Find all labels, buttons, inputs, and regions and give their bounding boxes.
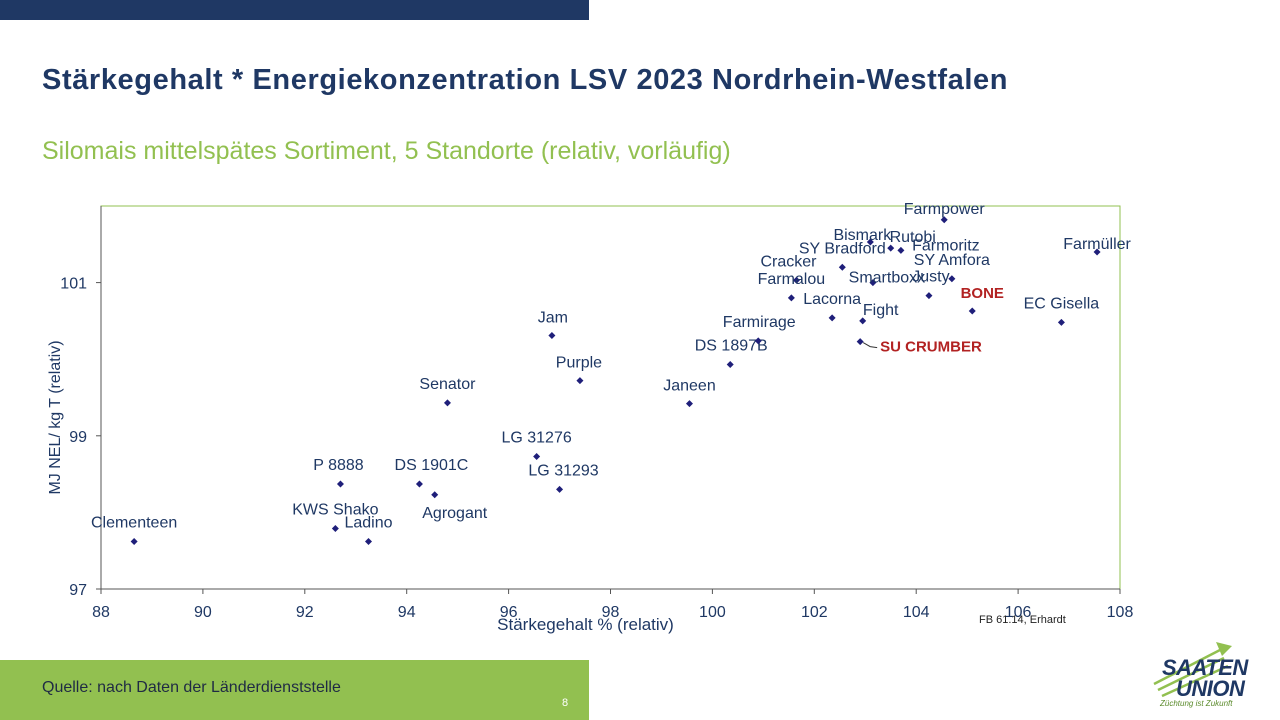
footer-bar xyxy=(0,660,589,720)
data-label: Lacorna xyxy=(803,291,861,308)
data-label: DS 1901C xyxy=(395,457,469,474)
x-tick-label: 100 xyxy=(699,604,726,621)
data-label: Cracker xyxy=(760,253,817,270)
chart-credit: FB 61.14, Erhardt xyxy=(979,614,1066,626)
data-label: Bismark xyxy=(833,227,892,244)
data-point xyxy=(940,216,948,224)
y-tick-label: 97 xyxy=(69,582,87,599)
page-number: 8 xyxy=(562,697,569,709)
data-label: SY Amfora xyxy=(914,252,990,269)
data-label: Farmirage xyxy=(723,314,796,331)
data-point xyxy=(859,317,867,325)
data-point xyxy=(948,275,956,283)
y-tick-label: 101 xyxy=(60,276,87,293)
data-point xyxy=(838,263,846,271)
data-label: Ladino xyxy=(344,515,392,532)
logo-slogan: Züchtung ist Zukunft xyxy=(1160,699,1233,708)
data-label: Farmalou xyxy=(758,271,826,288)
data-label: DS 1897B xyxy=(695,338,768,355)
data-label: P 8888 xyxy=(313,457,364,474)
x-tick-label: 108 xyxy=(1107,604,1134,621)
y-tick-label: 99 xyxy=(69,429,87,446)
data-point xyxy=(1093,248,1101,256)
x-tick-label: 96 xyxy=(500,604,518,621)
x-tick-label: 94 xyxy=(398,604,416,621)
data-point xyxy=(726,361,734,369)
source-note: Quelle: nach Daten der Länderdienststell… xyxy=(42,679,341,696)
data-point xyxy=(856,338,864,346)
data-label: EC Gisella xyxy=(1024,295,1100,312)
logo-text-union: UNION xyxy=(1176,676,1245,701)
x-tick-label: 90 xyxy=(194,604,212,621)
top-accent-bar xyxy=(0,0,589,20)
data-label: BONE xyxy=(961,285,1004,302)
leader-line xyxy=(862,342,878,349)
data-point xyxy=(415,480,423,488)
data-point xyxy=(331,524,339,532)
data-label: Justy xyxy=(912,269,949,286)
data-label: Clementeen xyxy=(91,515,177,532)
data-point xyxy=(443,399,451,407)
data-point xyxy=(556,485,564,493)
x-tick-label: 102 xyxy=(801,604,828,621)
x-tick-label: 98 xyxy=(602,604,620,621)
data-label: LG 31276 xyxy=(501,429,571,446)
data-point xyxy=(431,491,439,499)
logo-text-saaten: SAATEN xyxy=(1162,655,1248,680)
data-point xyxy=(576,377,584,385)
x-tick-label: 92 xyxy=(296,604,314,621)
data-label: Rutobi xyxy=(890,229,936,246)
data-label: Senator xyxy=(419,376,476,393)
data-label: SU CRUMBER xyxy=(880,339,982,356)
data-point xyxy=(336,480,344,488)
data-label: Farmoritz xyxy=(912,237,980,254)
x-tick-label: 104 xyxy=(903,604,930,621)
data-point xyxy=(685,400,693,408)
data-label: SY Bradford xyxy=(799,240,886,257)
data-point xyxy=(364,538,372,546)
data-label: Purple xyxy=(556,355,602,372)
data-point xyxy=(897,246,905,254)
data-label: Jam xyxy=(538,309,568,326)
slide-title: Stärkegehalt * Energiekonzentration LSV … xyxy=(42,64,1009,96)
data-point xyxy=(828,314,836,322)
data-point xyxy=(787,294,795,302)
data-point xyxy=(533,452,541,460)
data-label: Farmpower xyxy=(904,201,986,218)
x-tick-label: 106 xyxy=(1005,604,1032,621)
data-label: LG 31293 xyxy=(528,462,598,479)
data-label: KWS Shako xyxy=(292,501,378,518)
data-point xyxy=(548,331,556,339)
data-point xyxy=(754,337,762,345)
data-label: Janeen xyxy=(663,378,716,395)
x-axis-title: Stärkegehalt % (relativ) xyxy=(497,615,674,634)
data-label: Smartboxx xyxy=(849,270,925,287)
data-label: Fight xyxy=(863,302,899,319)
data-point xyxy=(869,279,877,287)
data-label: Farmüller xyxy=(1063,236,1131,253)
data-point xyxy=(1057,318,1065,326)
x-tick-label: 88 xyxy=(92,604,110,621)
data-point xyxy=(925,292,933,300)
data-point xyxy=(866,238,874,246)
data-point xyxy=(887,244,895,252)
data-point xyxy=(968,307,976,315)
saaten-union-logo-icon xyxy=(1153,642,1232,698)
data-point xyxy=(792,276,800,284)
data-label: Agrogant xyxy=(422,505,487,522)
slide-subtitle: Silomais mittelspätes Sortiment, 5 Stand… xyxy=(42,137,731,165)
y-axis-title: MJ NEL/ kg T (relativ) xyxy=(47,340,64,494)
data-point xyxy=(130,538,138,546)
